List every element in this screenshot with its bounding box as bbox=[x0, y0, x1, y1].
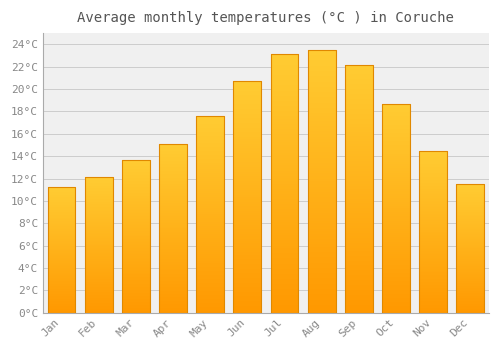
Title: Average monthly temperatures (°C ) in Coruche: Average monthly temperatures (°C ) in Co… bbox=[78, 11, 454, 25]
